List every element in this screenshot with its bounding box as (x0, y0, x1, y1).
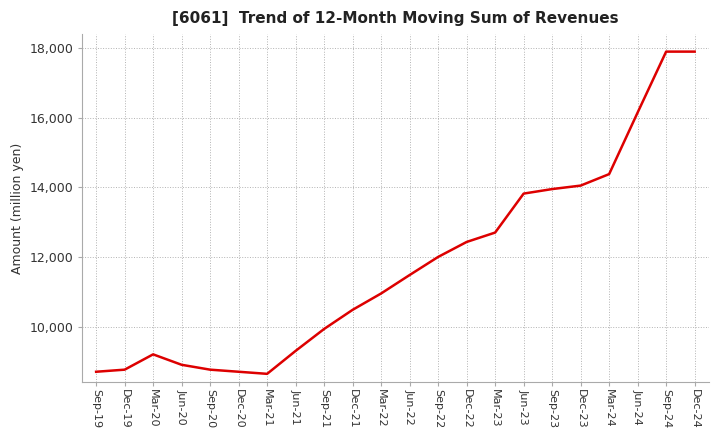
Title: [6061]  Trend of 12-Month Moving Sum of Revenues: [6061] Trend of 12-Month Moving Sum of R… (172, 11, 618, 26)
Y-axis label: Amount (million yen): Amount (million yen) (11, 143, 24, 274)
